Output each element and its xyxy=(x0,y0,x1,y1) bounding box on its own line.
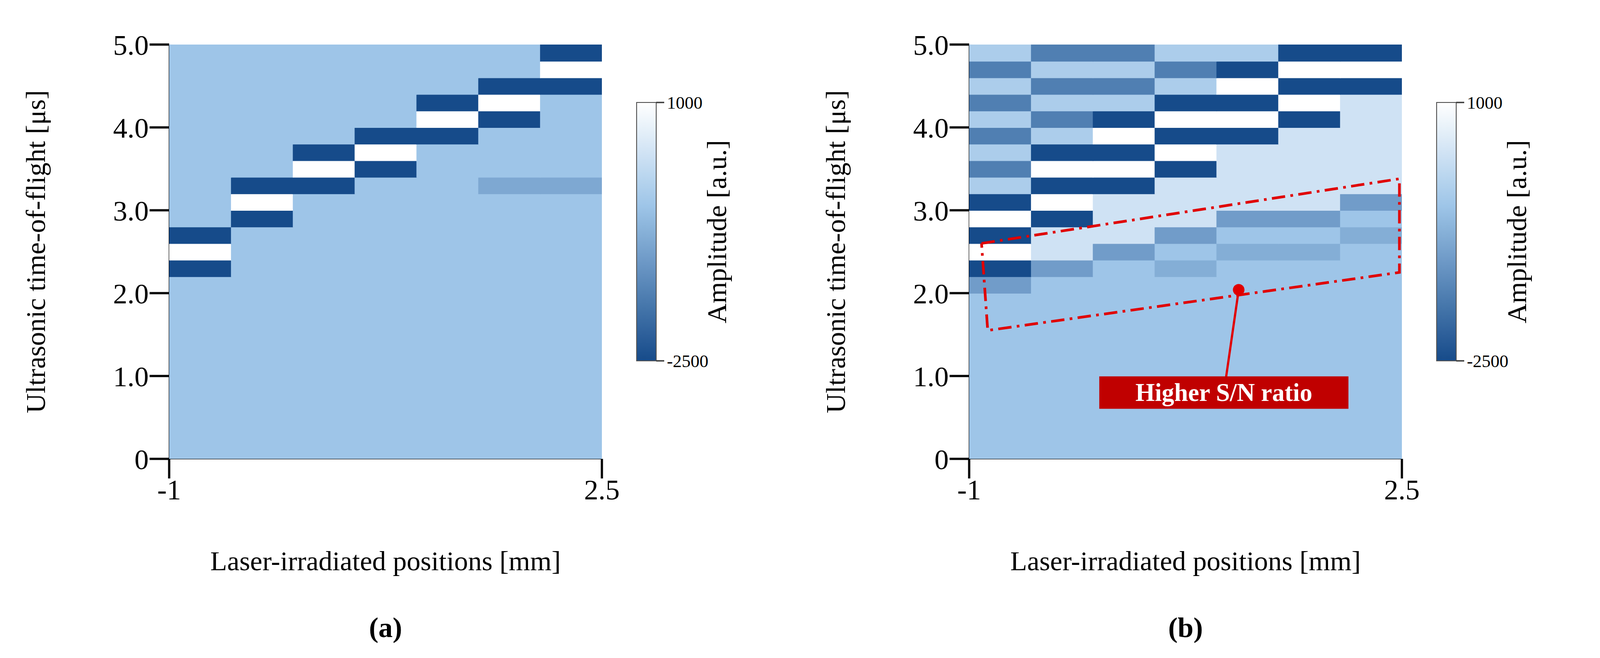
svg-text:(a): (a) xyxy=(369,611,403,643)
svg-text:4.0: 4.0 xyxy=(113,112,149,144)
svg-text:0: 0 xyxy=(934,443,949,476)
svg-text:2.0: 2.0 xyxy=(913,277,949,310)
svg-text:Ultrasonic time-of-flight [μs]: Ultrasonic time-of-flight [μs] xyxy=(20,89,51,413)
svg-text:3.0: 3.0 xyxy=(113,194,149,227)
svg-text:Ultrasonic time-of-flight [μs]: Ultrasonic time-of-flight [μs] xyxy=(820,89,851,413)
svg-text:Amplitude [a.u.]: Amplitude [a.u.] xyxy=(701,139,732,324)
svg-text:2.5: 2.5 xyxy=(584,473,620,506)
svg-text:1000: 1000 xyxy=(1466,92,1503,113)
svg-text:4.0: 4.0 xyxy=(913,112,949,144)
svg-text:5.0: 5.0 xyxy=(913,29,949,61)
svg-text:1000: 1000 xyxy=(666,92,703,113)
svg-text:5.0: 5.0 xyxy=(113,29,149,61)
svg-text:1.0: 1.0 xyxy=(113,360,149,393)
svg-text:-1: -1 xyxy=(957,473,981,506)
svg-text:Amplitude [a.u.]: Amplitude [a.u.] xyxy=(1501,139,1532,324)
svg-text:-2500: -2500 xyxy=(1466,350,1509,371)
svg-text:-2500: -2500 xyxy=(666,350,709,371)
svg-text:1.0: 1.0 xyxy=(913,360,949,393)
svg-text:Laser-irradiated positions [mm: Laser-irradiated positions [mm] xyxy=(210,545,561,576)
svg-text:3.0: 3.0 xyxy=(913,194,949,227)
svg-text:2.0: 2.0 xyxy=(113,277,149,310)
svg-text:Laser-irradiated positions [mm: Laser-irradiated positions [mm] xyxy=(1010,545,1361,576)
svg-text:(b): (b) xyxy=(1168,611,1203,643)
svg-text:Higher S/N ratio: Higher S/N ratio xyxy=(1135,378,1313,407)
svg-text:0: 0 xyxy=(134,443,149,476)
svg-text:2.5: 2.5 xyxy=(1384,473,1420,506)
svg-text:-1: -1 xyxy=(157,473,181,506)
